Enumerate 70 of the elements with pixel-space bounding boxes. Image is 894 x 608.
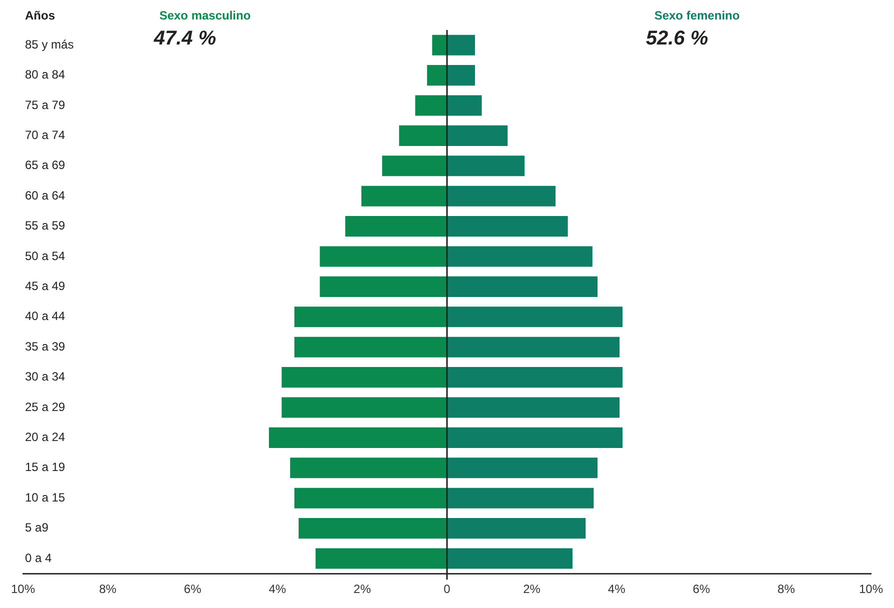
- x-tick-label: 8%: [778, 582, 796, 596]
- bar: [345, 216, 447, 237]
- bar: [447, 65, 475, 86]
- bar: [447, 427, 623, 448]
- y-axis-title: Años: [25, 8, 56, 22]
- bar: [447, 306, 623, 328]
- annotation: 47.4 %: [152, 28, 216, 50]
- y-tick-label: 50 a 54: [25, 248, 66, 263]
- bar: [447, 397, 620, 418]
- bar: [320, 246, 447, 267]
- y-tick-label: 70 a 74: [25, 128, 66, 142]
- x-tick-label: 4%: [268, 582, 286, 596]
- bar: [447, 367, 623, 388]
- bar: [447, 246, 592, 267]
- x-tick-label: 0: [444, 582, 451, 596]
- bar: [447, 125, 508, 146]
- x-tick-label: 6%: [692, 582, 710, 596]
- y-tick-label: 60 a 64: [25, 188, 66, 202]
- bar: [282, 367, 447, 388]
- bar: [447, 95, 482, 116]
- y-tick-label: 35 a 39: [25, 339, 66, 354]
- y-tick-label: 25 a 29: [25, 400, 66, 414]
- bar: [415, 95, 447, 116]
- bar: [447, 336, 620, 358]
- bar: [447, 548, 572, 569]
- bar: [282, 397, 447, 418]
- x-tick-label: 10%: [10, 582, 36, 596]
- y-tick-label: 10 a 15: [25, 490, 66, 504]
- bar: [298, 518, 447, 539]
- y-tick-label: 30 a 34: [25, 370, 66, 384]
- bar: [361, 186, 447, 206]
- y-tick-label: 45 a 49: [25, 279, 66, 294]
- bar: [316, 548, 447, 569]
- x-tick-label: 10%: [858, 582, 884, 596]
- bar: [447, 186, 556, 206]
- bar: [427, 65, 447, 86]
- bar: [268, 427, 447, 448]
- x-tick-label: 2%: [354, 582, 372, 596]
- bar: [399, 125, 447, 146]
- bar: [294, 488, 447, 508]
- y-tick-label: 20 a 24: [25, 430, 66, 444]
- y-tick-label: 65 a 69: [25, 158, 66, 172]
- bar: [294, 336, 447, 358]
- y-tick-label: 80 a 84: [25, 68, 66, 82]
- y-tick-label: 5 a9: [25, 520, 49, 535]
- bar: [432, 34, 447, 56]
- text: Sexo masculino: [159, 8, 251, 22]
- x-tick-label: 6%: [184, 582, 202, 596]
- x-tick-label: 4%: [608, 582, 626, 596]
- bar: [447, 34, 475, 56]
- bar: [447, 276, 598, 297]
- y-tick-label: 75 a 79: [25, 98, 66, 112]
- bar: [290, 458, 447, 478]
- bar: [447, 216, 568, 237]
- text: Sexo femenino: [654, 8, 740, 22]
- annotation: 52.6 %: [646, 28, 708, 50]
- x-tick-label: 2%: [523, 582, 541, 596]
- bar: [447, 518, 586, 539]
- bar: [447, 156, 525, 176]
- bar: [447, 458, 598, 478]
- y-tick-label: 55 a 59: [25, 218, 66, 233]
- y-tick-label: 0 a 4: [25, 550, 52, 565]
- y-tick-label: 40 a 44: [25, 309, 66, 324]
- x-tick-label: 8%: [99, 582, 117, 596]
- bar: [382, 156, 447, 176]
- bar: [320, 276, 447, 297]
- bar: [447, 488, 594, 508]
- y-tick-label: 15 a 19: [25, 460, 66, 474]
- y-tick-label: 85 y más: [25, 37, 74, 52]
- bar: [294, 306, 447, 328]
